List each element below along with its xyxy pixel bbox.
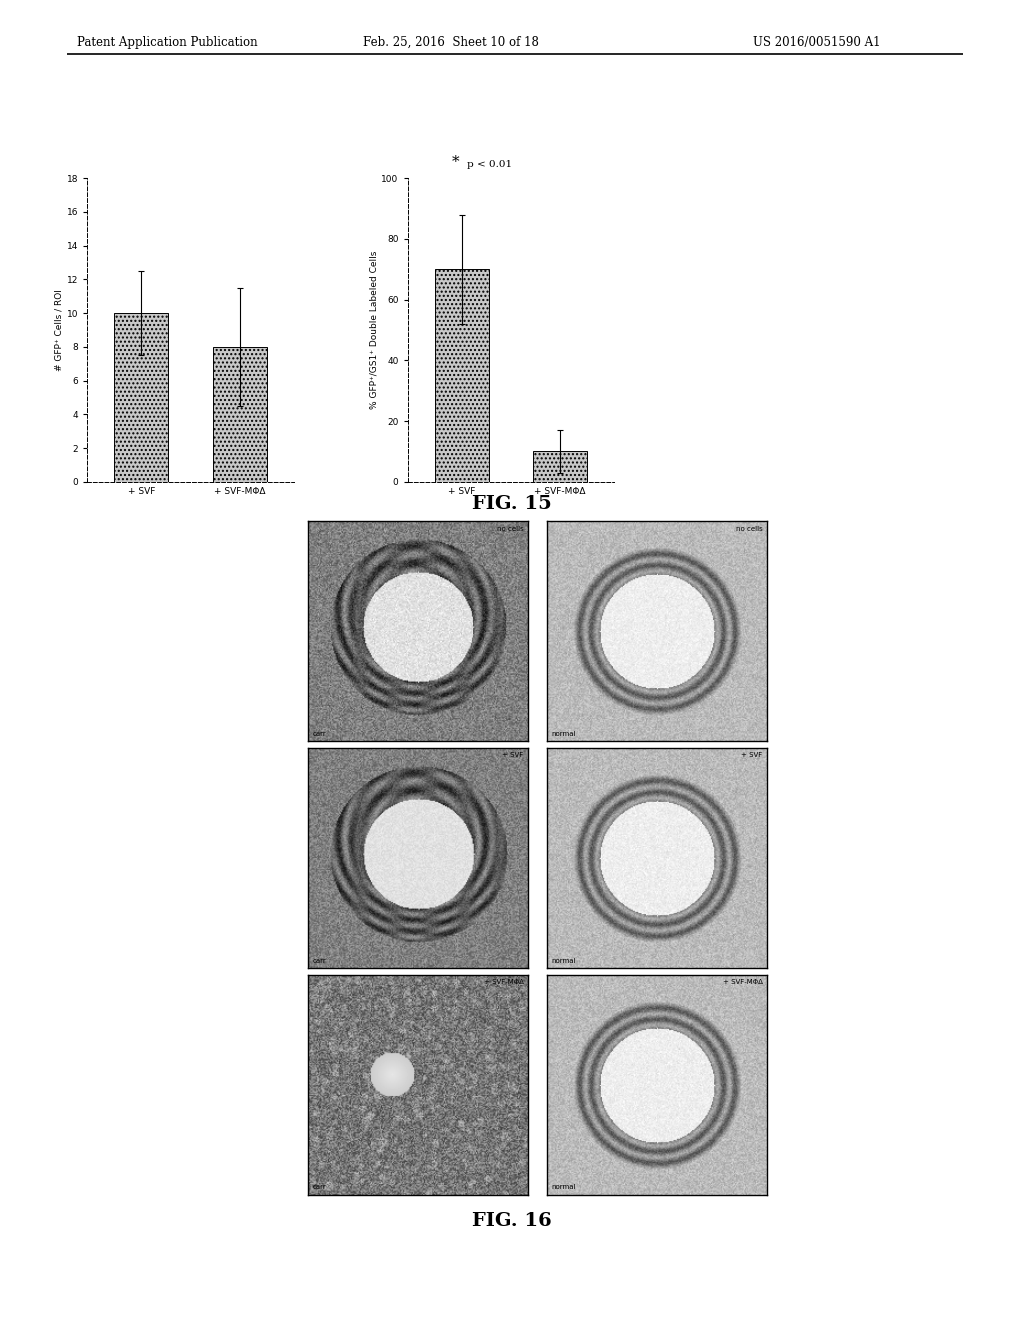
Text: Patent Application Publication: Patent Application Publication <box>77 36 257 49</box>
Text: + SVF: + SVF <box>741 752 763 759</box>
Text: + SVF-MΦΔ: + SVF-MΦΔ <box>723 979 763 985</box>
Text: normal: normal <box>552 1184 577 1191</box>
Text: + SVF: + SVF <box>503 752 523 759</box>
Text: carr: carr <box>312 1184 327 1191</box>
Bar <box>434 269 488 482</box>
Bar <box>114 313 168 482</box>
Y-axis label: % GFP⁺/GS1⁺ Double Labeled Cells: % GFP⁺/GS1⁺ Double Labeled Cells <box>370 251 379 409</box>
Text: *: * <box>452 154 460 169</box>
Text: no cells: no cells <box>497 525 523 532</box>
Bar <box>213 347 267 482</box>
Text: carr: carr <box>312 957 327 964</box>
Text: + SVF-MΦΔ: + SVF-MΦΔ <box>483 979 523 985</box>
Text: normal: normal <box>552 731 577 737</box>
Text: US 2016/0051590 A1: US 2016/0051590 A1 <box>753 36 881 49</box>
Text: Feb. 25, 2016  Sheet 10 of 18: Feb. 25, 2016 Sheet 10 of 18 <box>362 36 539 49</box>
Bar <box>534 451 588 482</box>
Text: carr: carr <box>312 731 327 737</box>
Text: p < 0.01: p < 0.01 <box>467 160 512 169</box>
Y-axis label: # GFP⁺ Cells / ROI: # GFP⁺ Cells / ROI <box>54 289 63 371</box>
Text: normal: normal <box>552 957 577 964</box>
Text: FIG. 16: FIG. 16 <box>472 1212 552 1230</box>
Text: no cells: no cells <box>736 525 763 532</box>
Text: FIG. 15: FIG. 15 <box>472 495 552 513</box>
